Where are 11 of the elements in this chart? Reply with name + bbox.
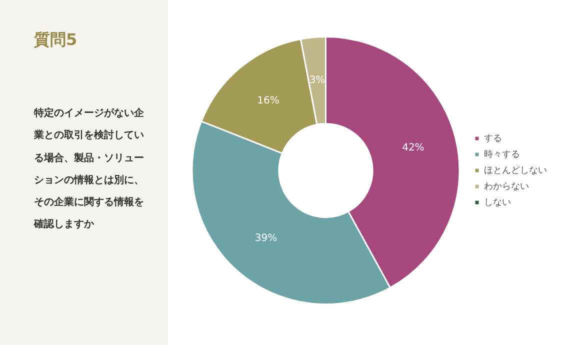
data-label: 42% bbox=[402, 142, 424, 154]
data-label: 3% bbox=[309, 75, 326, 86]
legend-label: 時々する bbox=[484, 148, 520, 160]
legend-label: ほとんどしない bbox=[484, 166, 547, 176]
legend-label: わからない bbox=[484, 182, 529, 192]
data-label: 16% bbox=[257, 96, 280, 107]
data-label: 39% bbox=[254, 232, 278, 244]
legend-label: しない bbox=[484, 198, 511, 208]
text: 質問5 bbox=[34, 30, 78, 51]
text: 特定のイメージがない企業との取引を検討している場合、製品・ソリューションの情報とは別に、その企業に関する情報を確認しますか bbox=[34, 106, 145, 232]
legend-label: する bbox=[484, 134, 502, 144]
